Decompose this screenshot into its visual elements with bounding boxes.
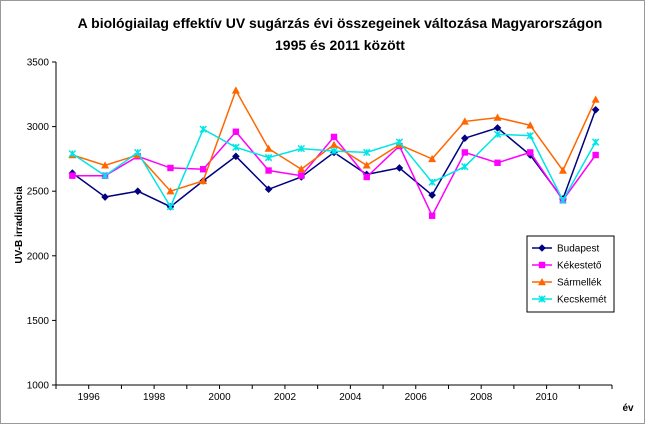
data-point-budapest: [101, 193, 109, 201]
data-point-kekesteto: [167, 164, 174, 172]
x-axis-label: év: [622, 403, 634, 414]
data-point-budapest: [232, 152, 240, 161]
data-point-kecskemet: [559, 196, 567, 204]
data-point-budapest: [591, 106, 600, 114]
data-point-sarmellek: [231, 86, 240, 94]
x-tick-label: 1996: [78, 392, 101, 403]
data-point-sarmellek: [493, 113, 502, 121]
data-point-sarmellek: [591, 95, 600, 103]
data-point-kecskemet: [166, 202, 175, 211]
data-point-kekesteto: [265, 167, 272, 174]
chart-title-line1: A biológiailag effektív UV sugárzás évi …: [78, 15, 603, 31]
data-point-kekesteto: [330, 133, 338, 141]
data-point-budapest: [428, 191, 436, 199]
data-point-sarmellek: [330, 140, 338, 148]
data-point-kecskemet: [395, 138, 404, 146]
x-tick-label: 2002: [274, 392, 297, 403]
data-point-kekesteto: [363, 173, 370, 181]
data-point-budapest: [461, 134, 469, 143]
data-point-kekesteto: [199, 166, 207, 173]
axes: 1000 1500 2000 2500 3000 3500 1996 1998 2000 2002…: [27, 58, 613, 403]
data-point-kekesteto: [232, 128, 240, 135]
y-tick-label: 2000: [27, 251, 50, 262]
data-point-kekesteto: [298, 172, 305, 179]
data-point-sarmellek: [428, 154, 437, 163]
data-point-kekesteto: [428, 212, 436, 219]
data-point-sarmellek: [460, 117, 469, 125]
data-point-kecskemet: [232, 143, 240, 152]
data-point-sarmellek: [297, 165, 306, 173]
data-point-kecskemet: [264, 153, 273, 162]
legend-swatch-marker: [538, 261, 546, 269]
legend: Budapest Kékestető Sármellék Kecskemét: [526, 235, 615, 313]
data-point-kecskemet: [493, 130, 502, 139]
x-tick-label: 2000: [208, 392, 231, 403]
data-point-sarmellek: [199, 176, 208, 185]
data-point-kecskemet: [68, 150, 77, 158]
data-point-kecskemet: [101, 171, 109, 180]
data-point-kekesteto: [527, 149, 534, 156]
data-point-kekesteto: [592, 151, 599, 159]
y-tick-label: 1000: [27, 381, 50, 392]
series-layer: [68, 86, 600, 219]
y-tick-label: 3500: [27, 58, 50, 69]
data-point-sarmellek: [362, 161, 371, 169]
chart-title-line2: 1995 és 2011 között: [275, 37, 405, 53]
data-point-sarmellek: [558, 166, 567, 174]
data-point-kecskemet: [330, 147, 338, 155]
x-tick-label: 2006: [405, 392, 428, 403]
legend-entry-label: Kékestető: [557, 261, 602, 272]
data-point-kecskemet: [199, 125, 207, 133]
data-point-kecskemet: [428, 178, 436, 186]
x-tick-label: 2008: [470, 392, 493, 403]
x-tick-label: 2004: [339, 392, 362, 403]
data-point-budapest: [133, 187, 142, 195]
x-tick-label: 2010: [535, 392, 558, 403]
data-point-kecskemet: [591, 138, 600, 146]
legend-entry-label: Sármellék: [557, 278, 602, 289]
legend-entry-label: Budapest: [557, 244, 599, 255]
data-point-kekesteto: [494, 159, 501, 166]
data-point-kekesteto: [461, 149, 469, 156]
data-point-sarmellek: [526, 121, 535, 129]
legend-swatch-marker: [538, 278, 546, 286]
data-point-budapest: [264, 185, 273, 194]
data-point-kecskemet: [297, 144, 306, 153]
data-point-budapest: [395, 164, 404, 172]
y-tick-label: 1500: [27, 316, 50, 327]
data-point-kecskemet: [362, 148, 371, 157]
x-tick-label: 1998: [143, 392, 166, 403]
data-point-sarmellek: [101, 161, 110, 169]
series-kecskemet: [68, 125, 600, 211]
legend-swatch-marker: [538, 244, 546, 252]
data-point-kecskemet: [134, 148, 142, 157]
legend-entry-label: Kecskemét: [557, 295, 607, 306]
data-point-budapest: [493, 124, 502, 132]
series-sarmellek: [68, 86, 600, 195]
data-point-kekesteto: [69, 172, 76, 179]
data-point-sarmellek: [264, 144, 273, 152]
legend-swatch-marker: [538, 295, 546, 303]
y-tick-label: 3000: [27, 122, 50, 133]
data-point-kecskemet: [526, 131, 534, 140]
y-tick-label: 2500: [27, 187, 50, 198]
data-point-kecskemet: [461, 162, 469, 171]
data-point-sarmellek: [166, 187, 175, 195]
y-axis-label: UV-B irradiancia: [14, 186, 25, 264]
